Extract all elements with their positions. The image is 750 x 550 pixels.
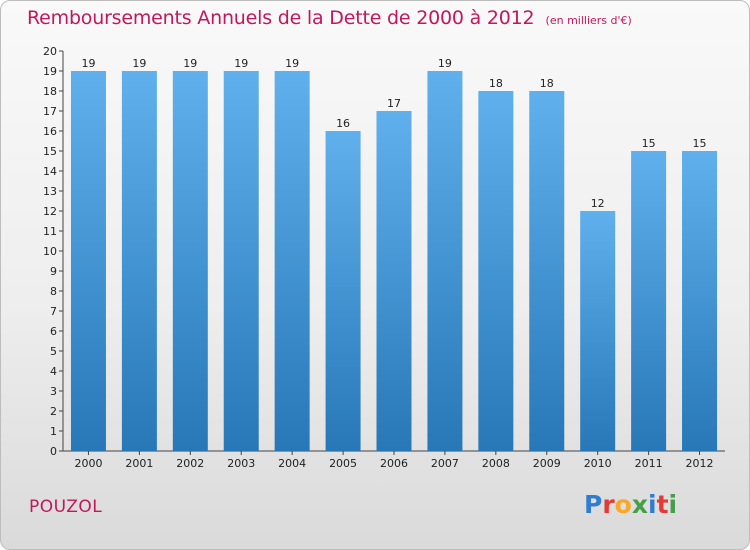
y-tick-label: 20 bbox=[43, 45, 57, 58]
chart-unit: (en milliers d'€) bbox=[545, 14, 632, 27]
y-tick-label: 18 bbox=[43, 85, 57, 98]
y-tick-label: 5 bbox=[50, 345, 57, 358]
x-tick-label: 2007 bbox=[431, 457, 459, 470]
data-label-2007: 19 bbox=[438, 57, 452, 70]
x-tick-label: 2009 bbox=[533, 457, 561, 470]
logo-letter: r bbox=[602, 490, 615, 519]
bar-2002 bbox=[172, 71, 208, 451]
bar-2006 bbox=[376, 111, 412, 451]
logo-letter: t bbox=[656, 490, 669, 519]
x-axis: 2000 2001 2002 2003 2004 2005 2006 2007 2008 2009… bbox=[63, 450, 725, 470]
bar-2009 bbox=[529, 91, 565, 451]
proxiti-logo: Proxiti bbox=[584, 490, 677, 519]
y-tick-label: 11 bbox=[43, 225, 57, 238]
y-tick-label: 4 bbox=[50, 365, 57, 378]
data-label-2001: 19 bbox=[132, 57, 146, 70]
data-label-2010: 12 bbox=[591, 197, 605, 210]
data-label-2009: 18 bbox=[540, 77, 554, 90]
data-label-2008: 18 bbox=[489, 77, 503, 90]
data-label-2012: 15 bbox=[693, 137, 707, 150]
logo-letter: P bbox=[584, 490, 603, 519]
x-tick-label: 2002 bbox=[176, 457, 204, 470]
x-tick-label: 2012 bbox=[686, 457, 714, 470]
bar-2010 bbox=[580, 211, 616, 451]
bar-2007 bbox=[427, 71, 463, 451]
y-tick-label: 14 bbox=[43, 165, 57, 178]
bar-2004 bbox=[274, 71, 310, 451]
bars: 19 19 19 19 19 16 17 19 18 18 12 15 15 bbox=[70, 57, 718, 451]
bar-2011 bbox=[631, 151, 667, 451]
y-tick-label: 7 bbox=[50, 305, 57, 318]
bar-2003 bbox=[223, 71, 259, 451]
x-tick-label: 2008 bbox=[482, 457, 510, 470]
chart-title-text: Remboursements Annuels de la Dette de 20… bbox=[27, 7, 535, 29]
y-tick-label: 0 bbox=[50, 445, 57, 458]
commune-name: POUZOL bbox=[29, 497, 103, 517]
data-label-2011: 15 bbox=[642, 137, 656, 150]
y-tick-label: 13 bbox=[43, 185, 57, 198]
data-label-2006: 17 bbox=[387, 97, 401, 110]
y-tick-label: 2 bbox=[50, 405, 57, 418]
y-tick-label: 19 bbox=[43, 65, 57, 78]
y-tick-label: 3 bbox=[50, 385, 57, 398]
logo-letter: i bbox=[648, 490, 657, 519]
data-label-2000: 19 bbox=[81, 57, 95, 70]
x-tick-label: 2001 bbox=[125, 457, 153, 470]
bar-2001 bbox=[121, 71, 157, 451]
x-tick-label: 2011 bbox=[635, 457, 663, 470]
logo-letter: o bbox=[614, 490, 632, 519]
y-tick-label: 8 bbox=[50, 285, 57, 298]
y-tick-label: 9 bbox=[50, 265, 57, 278]
y-tick-label: 16 bbox=[43, 125, 57, 138]
y-tick-label: 15 bbox=[43, 145, 57, 158]
x-tick-label: 2005 bbox=[329, 457, 357, 470]
x-tick-label: 2006 bbox=[380, 457, 408, 470]
y-tick-label: 1 bbox=[50, 425, 57, 438]
bar-2012 bbox=[682, 151, 718, 451]
y-tick-label: 6 bbox=[50, 325, 57, 338]
logo-letter: x bbox=[631, 490, 648, 519]
x-tick-label: 2010 bbox=[584, 457, 612, 470]
data-label-2004: 19 bbox=[285, 57, 299, 70]
bar-2008 bbox=[478, 91, 514, 451]
x-tick-label: 2000 bbox=[74, 457, 102, 470]
y-tick-label: 10 bbox=[43, 245, 57, 258]
data-label-2003: 19 bbox=[234, 57, 248, 70]
data-label-2002: 19 bbox=[183, 57, 197, 70]
x-tick-label: 2004 bbox=[278, 457, 306, 470]
bar-2005 bbox=[325, 131, 361, 451]
logo-letter: i bbox=[668, 490, 678, 519]
bar-2000 bbox=[70, 71, 106, 451]
x-tick-label: 2003 bbox=[227, 457, 255, 470]
y-tick-label: 17 bbox=[43, 105, 57, 118]
chart-title: Remboursements Annuels de la Dette de 20… bbox=[27, 7, 632, 29]
y-tick-label: 12 bbox=[43, 205, 57, 218]
data-label-2005: 16 bbox=[336, 117, 350, 130]
